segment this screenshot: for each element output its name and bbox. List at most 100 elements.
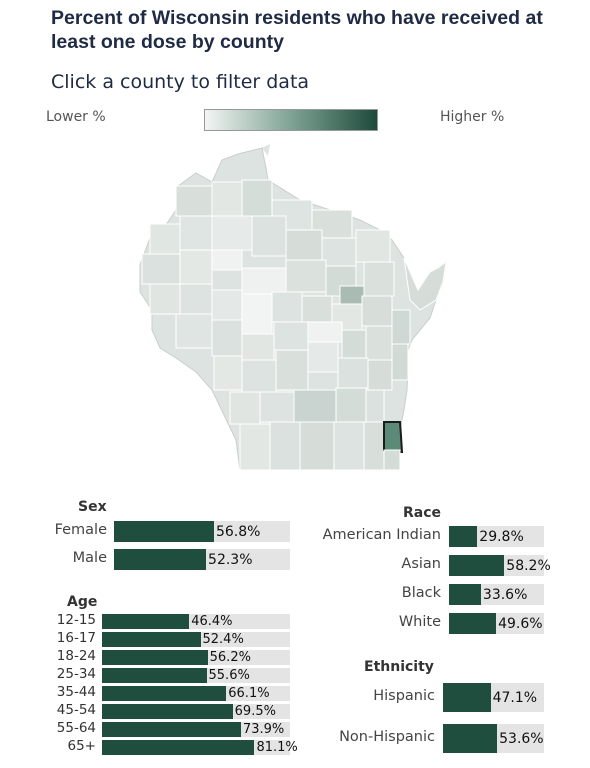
county[interactable] [241,179,273,217]
age-label: 25-34 [56,666,96,682]
county[interactable] [241,359,277,393]
wisconsin-county-map[interactable] [0,140,590,480]
county[interactable] [337,357,369,389]
apostle-islands [262,144,270,156]
age-value: 73.9% [242,722,285,737]
county[interactable] [211,289,243,321]
sex-value: 52.3% [208,551,253,568]
race-value: 49.6% [498,615,543,632]
county[interactable] [367,359,393,391]
county[interactable] [211,215,253,251]
age-value: 69.5% [234,704,276,719]
county[interactable] [361,295,393,327]
race-bar[interactable]: 29.8% [449,526,544,547]
age-value: 52.4% [202,632,244,647]
page-subtitle: Click a county to filter data [51,71,310,93]
county[interactable] [251,215,287,257]
age-bar[interactable]: 73.9% [102,722,290,737]
age-bar[interactable]: 69.5% [102,704,290,719]
ethnicity-bar[interactable]: 47.1% [443,683,544,712]
county-layer[interactable] [139,144,447,471]
county[interactable] [175,185,213,217]
county[interactable] [179,215,213,251]
county[interactable] [301,295,333,323]
age-bar[interactable]: 66.1% [102,686,290,701]
county[interactable] [365,325,393,361]
county[interactable] [383,449,401,471]
age-bar[interactable]: 81.1% [102,740,298,755]
county[interactable] [179,249,213,285]
county[interactable] [341,329,367,359]
race-bar-fill [449,555,505,576]
ethnicity-bar[interactable]: 53.6% [443,724,544,753]
race-label: Black [401,585,441,601]
county[interactable] [271,291,303,323]
age-bar[interactable]: 56.2% [102,650,290,665]
county[interactable] [259,391,295,423]
county[interactable] [229,391,261,425]
county[interactable] [149,283,181,315]
county[interactable] [275,349,309,391]
county[interactable] [365,389,385,423]
sex-label: Male [72,550,107,566]
race-bar[interactable]: 58.2% [449,555,551,576]
county[interactable] [307,321,343,343]
county[interactable] [333,421,365,471]
county[interactable] [269,421,301,471]
county[interactable] [307,341,339,373]
county[interactable] [339,285,365,305]
county[interactable] [293,389,337,423]
county[interactable] [211,319,243,357]
race-bar[interactable]: 49.6% [449,613,544,634]
county[interactable] [211,249,243,271]
county[interactable] [355,229,391,263]
sex-bar-fill [114,549,207,570]
age-label: 35-44 [56,684,96,700]
sex-bar[interactable]: 52.3% [114,549,290,570]
age-bar-fill [102,632,201,647]
county[interactable] [211,181,243,217]
age-bar[interactable]: 52.4% [102,632,290,647]
ethnicity-bar-fill [443,683,491,712]
county[interactable] [285,259,327,293]
age-bar[interactable]: 55.6% [102,668,290,683]
race-bar[interactable]: 33.6% [449,584,544,605]
age-label: 18-24 [56,648,96,664]
county[interactable] [149,223,181,255]
age-value: 55.6% [208,668,250,683]
race-label: American Indian [322,527,441,543]
county[interactable] [239,423,271,471]
county[interactable] [299,421,335,471]
county[interactable] [363,261,395,297]
county[interactable] [391,309,411,345]
age-label: 45-54 [56,702,96,718]
sex-bar[interactable]: 56.8% [114,521,290,542]
legend-gradient [204,109,378,131]
age-label: 12-15 [56,612,96,628]
county[interactable] [179,283,213,315]
county[interactable] [175,313,213,349]
county[interactable] [321,237,357,267]
door-peninsula [403,257,447,311]
county[interactable] [391,343,409,381]
county[interactable] [241,293,273,335]
ethnicity-heading: Ethnicity [364,659,434,675]
legend-higher-label: Higher % [440,109,505,125]
county[interactable] [241,267,287,295]
county[interactable] [335,387,367,423]
age-label: 16-17 [56,630,96,646]
county[interactable] [141,253,181,285]
age-value: 46.4% [191,614,233,629]
county[interactable] [285,229,323,261]
race-value: 33.6% [482,586,528,603]
ethnicity-value: 47.1% [492,689,538,706]
age-bar[interactable]: 46.4% [102,614,290,629]
selected-county[interactable] [383,421,404,453]
age-value: 66.1% [228,686,270,701]
county[interactable] [273,321,309,351]
county[interactable] [213,355,243,391]
sex-heading: Sex [78,499,107,515]
county[interactable] [363,421,385,471]
race-bar-fill [449,584,481,605]
county[interactable] [241,333,275,361]
